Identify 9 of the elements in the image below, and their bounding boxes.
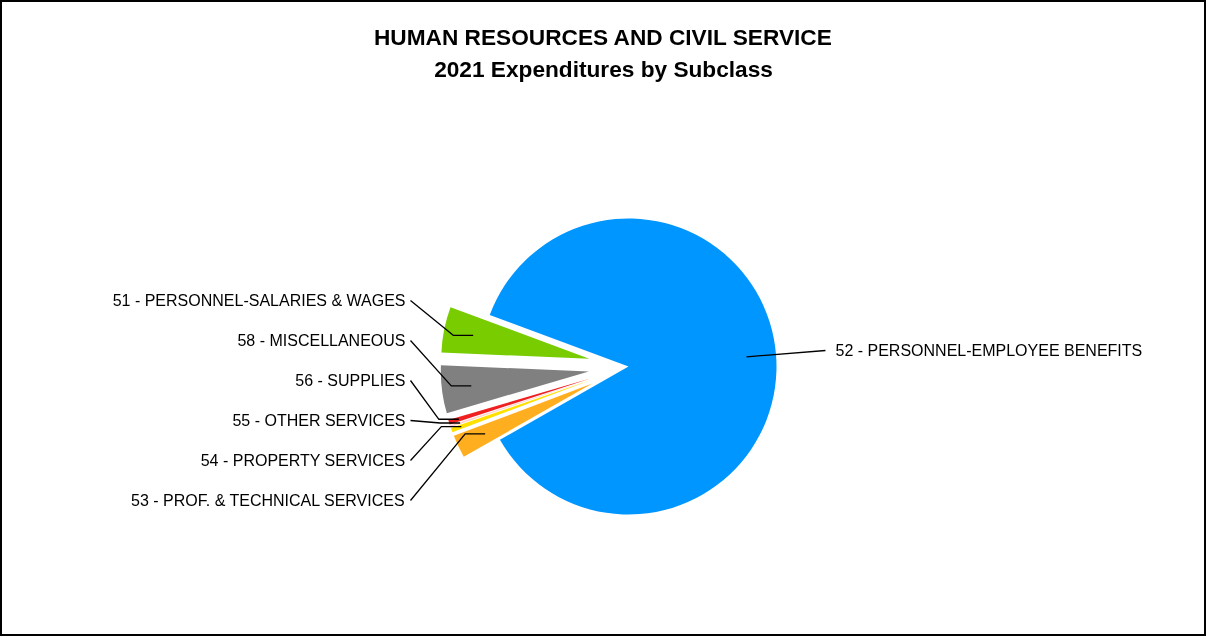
slice-label: 52 - PERSONNEL-EMPLOYEE BENEFITS <box>835 342 1143 359</box>
slice-label: 54 - PROPERTY SERVICES <box>200 452 406 469</box>
slice-label: 58 - MISCELLANEOUS <box>237 332 406 349</box>
chart-subtitle: 2021 Expenditures by Subclass <box>434 55 773 82</box>
chart-title: HUMAN RESOURCES AND CIVIL SERVICE <box>373 23 832 50</box>
slice-label: 56 - SUPPLIES <box>295 372 406 389</box>
slice-label: 51 - PERSONNEL-SALARIES & WAGES <box>112 292 406 309</box>
slice-label: 53 - PROF. & TECHNICAL SERVICES <box>131 492 405 509</box>
slice-label: 55 - OTHER SERVICES <box>232 412 406 429</box>
